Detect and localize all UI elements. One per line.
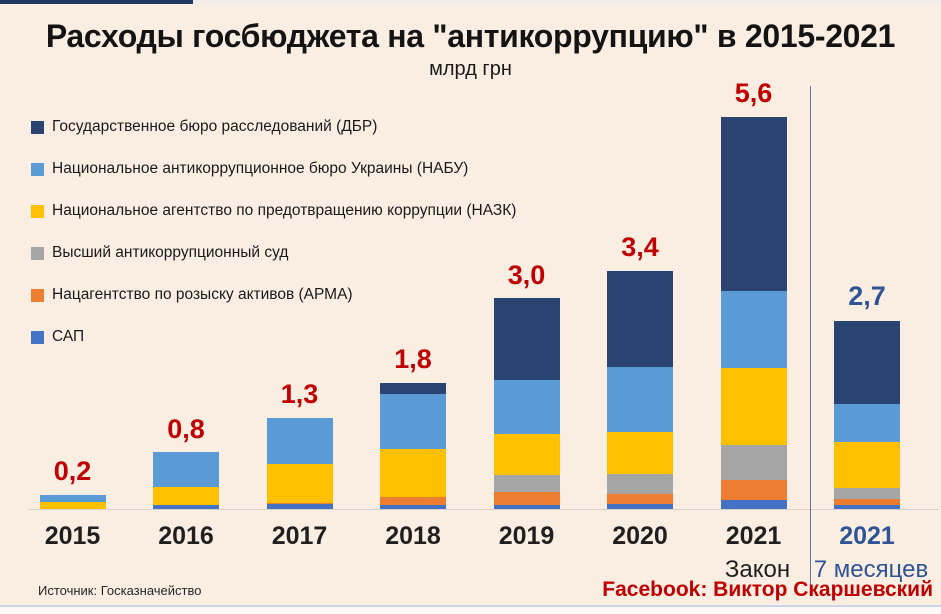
bar-segment	[493, 434, 560, 475]
bar-value-label: 3,4	[621, 232, 659, 262]
bar-segment	[720, 291, 787, 368]
x-axis-label: 2021	[839, 522, 895, 550]
bar-segment	[153, 487, 219, 505]
stacked-bar-2018	[380, 383, 446, 509]
bar-segment	[720, 117, 787, 291]
legend: Государственное бюро расследований (ДБР)…	[31, 118, 517, 371]
legend-label: Высший антикоррупционный суд	[52, 244, 289, 261]
bar-segment	[266, 418, 333, 464]
stacked-bar-2016	[153, 452, 219, 509]
bar-segment	[493, 505, 560, 509]
bar-value-label: 0,2	[53, 456, 92, 486]
bar-value-label: 2,7	[848, 281, 886, 311]
bar-segment	[834, 505, 900, 509]
bar-segment	[380, 497, 446, 505]
x-axis-label: 2021	[725, 522, 782, 550]
bar-segment	[493, 492, 560, 505]
legend-label: Государственное бюро расследований (ДБР)	[52, 118, 378, 135]
bar-segment	[39, 495, 106, 502]
x-axis-label: 2015	[44, 522, 101, 550]
bar-segment	[380, 449, 446, 497]
legend-item: САП	[31, 328, 516, 345]
bar-segment	[380, 394, 446, 449]
stacked-bar-2017	[266, 418, 333, 509]
bottom-edge-strip	[0, 605, 941, 614]
legend-item: Государственное бюро расследований (ДБР)	[31, 118, 516, 135]
x-axis-label: 2020	[612, 522, 668, 550]
top-edge-strip	[0, 0, 941, 3]
legend-item: Высший антикоррупционный суд	[31, 244, 516, 261]
bar-segment	[607, 432, 673, 474]
x-axis-label: 2019	[498, 522, 555, 550]
x-axis-label: 2018	[385, 522, 441, 550]
bar-segment	[153, 505, 219, 509]
legend-label: САП	[52, 328, 85, 345]
legend-item: Национальное агентство по предотвращению…	[31, 202, 517, 219]
legend-label: Национальное агентство по предотвращению…	[52, 202, 517, 219]
legend-swatch	[31, 204, 44, 218]
stacked-bar-2021-zakon	[720, 117, 787, 509]
stacked-bar-2019	[493, 298, 560, 509]
bar-segment	[607, 474, 673, 494]
legend-swatch	[31, 246, 44, 260]
stacked-bar-2020	[607, 271, 673, 509]
bar-segment	[153, 452, 219, 487]
bar-value-label: 0,8	[167, 414, 205, 444]
bar-segment	[720, 368, 787, 445]
bar-segment	[493, 298, 560, 380]
x-axis-baseline	[28, 509, 938, 510]
legend-swatch	[31, 288, 44, 302]
x-axis-label: 2016	[158, 522, 214, 550]
bar-segment	[266, 464, 333, 503]
bar-segment	[834, 499, 900, 505]
legend-item: Национальное антикоррупционное бюро Укра…	[31, 160, 516, 177]
bar-value-label: 5,6	[734, 78, 773, 108]
legend-item: Нацагентство по розыску активов (АРМА)	[31, 286, 516, 303]
source-note: Источник: Госказначейство	[38, 583, 202, 598]
legend-label: Нацагентство по розыску активов (АРМА)	[52, 286, 353, 303]
bar-value-label: 1,8	[394, 344, 432, 374]
bar-segment	[607, 271, 673, 367]
bar-segment	[493, 380, 560, 434]
bar-segment	[266, 504, 333, 509]
x-axis-label: 2017	[271, 522, 328, 550]
legend-swatch	[31, 330, 44, 344]
bar-segment	[720, 480, 787, 500]
chart-subtitle: млрд грн	[429, 58, 512, 80]
bar-segment	[266, 503, 333, 504]
bar-segment	[720, 500, 787, 509]
bar-segment	[834, 321, 900, 404]
bar-segment	[39, 502, 106, 509]
bar-segment	[834, 404, 900, 442]
credit-note: Facebook: Виктор Скаршевский	[602, 578, 933, 601]
legend-swatch	[31, 162, 44, 176]
bar-segment	[834, 442, 900, 488]
bar-segment	[607, 367, 673, 432]
bar-segment	[380, 383, 446, 394]
stacked-bar-2021-7m	[834, 321, 900, 509]
legend-label: Национальное антикоррупционное бюро Укра…	[52, 160, 469, 177]
bar-segment	[720, 445, 787, 480]
bar-segment	[607, 504, 673, 509]
x-axis-sublabel: 7 месяцев	[813, 556, 929, 583]
period-separator-line	[810, 86, 811, 585]
bar-segment	[834, 488, 900, 499]
x-axis-sublabel: Закон	[724, 556, 791, 583]
legend-swatch	[31, 120, 44, 134]
bar-value-label: 1,3	[280, 379, 319, 409]
top-left-accent-bar	[0, 0, 193, 4]
bar-segment	[607, 494, 673, 504]
stacked-bar-2015	[39, 495, 106, 509]
chart-title: Расходы госбюджета на "антикоррупцию" в …	[45, 18, 896, 54]
bar-segment	[380, 505, 446, 509]
bar-segment	[493, 475, 560, 492]
bar-value-label: 3,0	[507, 260, 546, 290]
